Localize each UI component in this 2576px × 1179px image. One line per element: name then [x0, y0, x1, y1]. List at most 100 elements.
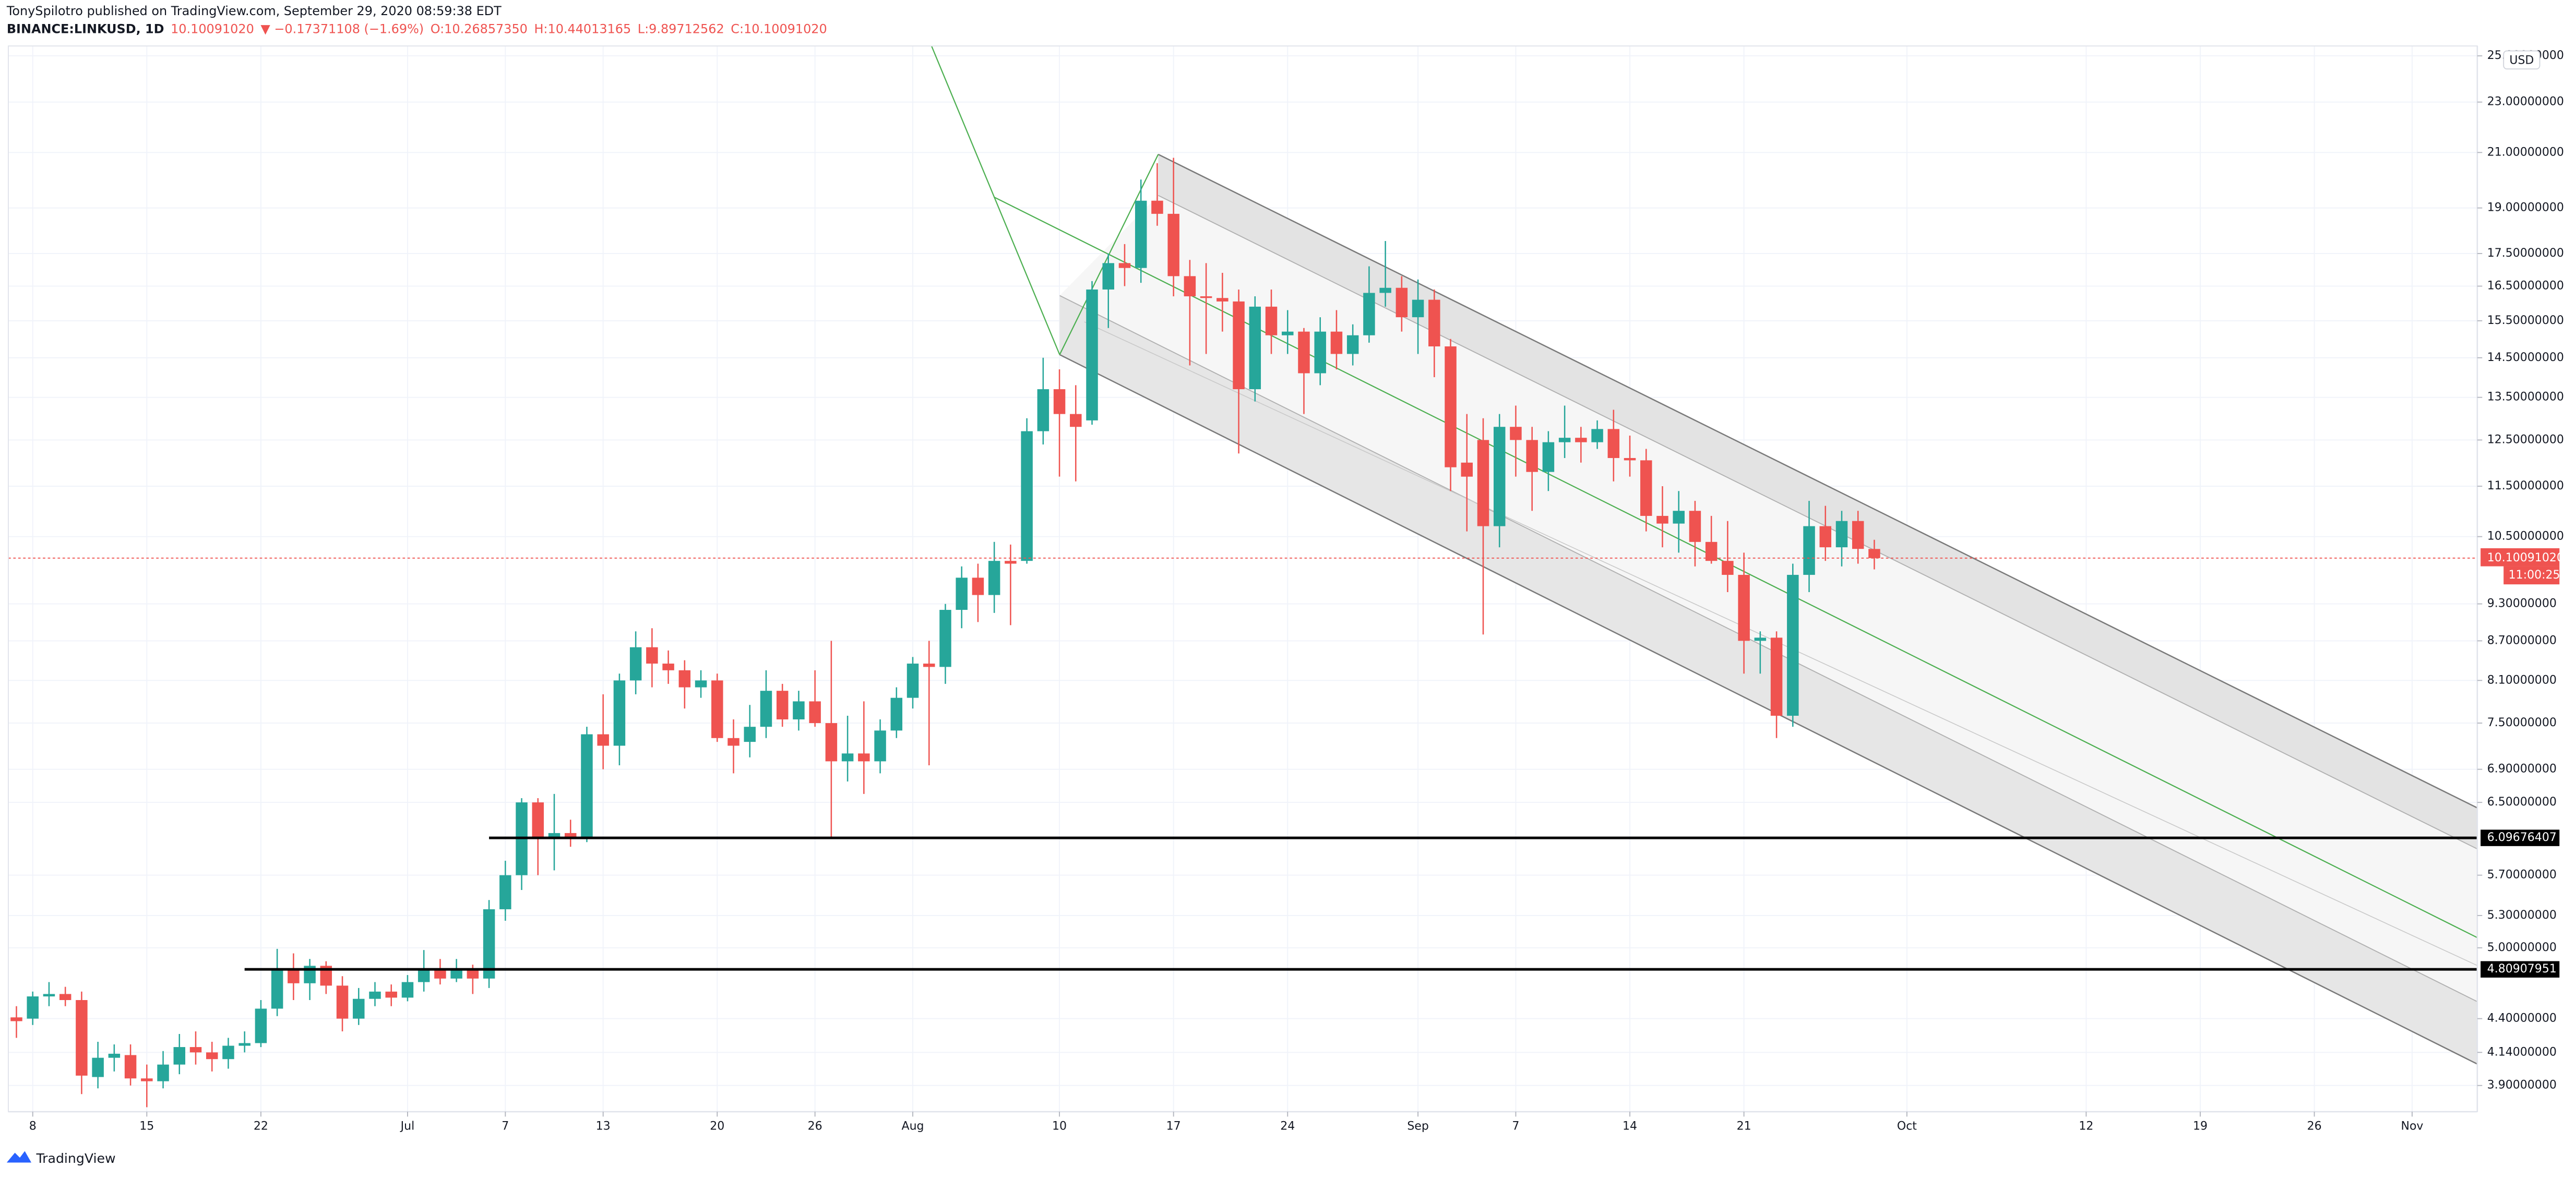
x-tick-label: 21 [1737, 1120, 1751, 1133]
y-tick-label: 3.90000000 [2487, 1079, 2557, 1092]
candle-body [92, 1057, 104, 1077]
candle-body [548, 833, 560, 838]
candle-body [711, 680, 723, 738]
candle-body [271, 969, 283, 1009]
horizontal-line-badge [2480, 961, 2560, 978]
candle-body [1396, 287, 1408, 318]
x-tick-label: 8 [29, 1120, 37, 1133]
candle-body [288, 969, 300, 983]
open: O:10.26857350 [431, 22, 528, 37]
currency-label: USD [2509, 54, 2534, 67]
y-tick-label: 4.14000000 [2487, 1045, 2557, 1058]
last-price: 10.10091020 [171, 22, 254, 37]
candle-body [972, 578, 984, 595]
overlay [8, 557, 2477, 971]
y-tick-label: 8.70000000 [2487, 634, 2557, 647]
symbol-line: BINANCE:LINKUSD, 1D 10.10091020 ▼ −0.17371… [7, 22, 827, 37]
y-tick-label: 5.30000000 [2487, 909, 2557, 922]
channel-inner-line [1158, 195, 2478, 850]
candle-body [1298, 331, 1310, 374]
candle-body [1445, 346, 1457, 467]
candle-body [1346, 335, 1359, 354]
candle-body [890, 697, 903, 731]
candle-body [1249, 306, 1261, 390]
y-tick-label: 4.40000000 [2487, 1012, 2557, 1025]
candle-body [1265, 306, 1278, 335]
candle-body [1558, 438, 1571, 442]
channel-bottom-line [1059, 354, 2478, 1065]
y-tick-label: 17.50000000 [2487, 247, 2564, 260]
candle-body [10, 1017, 22, 1021]
candle-body [1282, 331, 1294, 335]
currency-badge [2503, 50, 2541, 70]
candle-body [1624, 458, 1636, 461]
countdown-label: 11:00:25 [2509, 569, 2560, 582]
candle-body [1673, 511, 1685, 524]
candle-body [401, 982, 414, 998]
candle-body [581, 734, 593, 838]
x-tick-label: 12 [2079, 1120, 2093, 1133]
candle-body [1477, 440, 1489, 526]
candle-body [793, 701, 805, 720]
symbol: BINANCE:LINKUSD, 1D [7, 22, 164, 37]
candle-body [988, 561, 1000, 595]
y-tick-label: 6.50000000 [2487, 796, 2557, 809]
candle-body [59, 994, 71, 1000]
x-tick-label: 15 [139, 1120, 154, 1133]
candle-body [418, 969, 430, 982]
candle-body [1118, 263, 1131, 268]
x-tick-label: 7 [1512, 1120, 1519, 1133]
y-tick-label: 15.50000000 [2487, 314, 2564, 327]
candle-body [467, 969, 479, 979]
x-tick-label: 19 [2193, 1120, 2208, 1133]
candle-body [695, 680, 707, 688]
plot-border [8, 45, 2478, 1112]
y-tick-label: 23.00000000 [2487, 95, 2564, 109]
close: C:10.10091020 [731, 22, 827, 37]
x-tick-label: Jul [400, 1120, 415, 1133]
candle-body [1770, 637, 1783, 716]
pitchfork-handle [931, 45, 1060, 355]
candle-body [841, 753, 854, 762]
x-tick-label: 10 [1052, 1120, 1067, 1133]
candle-body [532, 802, 544, 838]
candle-body [1021, 431, 1033, 561]
y-tick-label: 16.50000000 [2487, 279, 2564, 292]
x-tick-label: 13 [596, 1120, 611, 1133]
candle-body [907, 664, 919, 698]
x-tick-label: Nov [2401, 1120, 2423, 1133]
candle-body [1200, 296, 1212, 298]
candle-body [1819, 526, 1832, 548]
y-tick-label: 12.50000000 [2487, 433, 2564, 446]
candle-body [27, 996, 39, 1019]
candle-body [678, 670, 691, 688]
candle-body [956, 578, 968, 610]
candle-body [744, 727, 756, 742]
y-tick-label: 7.50000000 [2487, 716, 2557, 729]
candle-body [1607, 429, 1620, 458]
x-tick-label: Sep [1407, 1120, 1429, 1133]
candle-body [434, 969, 446, 979]
candle-body [1037, 389, 1050, 431]
candle-body [336, 985, 349, 1019]
channel-lower-band [1059, 295, 2477, 1064]
x-tick-label: 22 [254, 1120, 268, 1133]
candle-body [1363, 293, 1375, 335]
countdown-badge [2503, 566, 2560, 585]
candle-body [369, 991, 381, 999]
candle-body [1526, 440, 1538, 472]
x-tick-label: 14 [1623, 1120, 1637, 1133]
candle-body [629, 647, 642, 681]
low: L:9.89712562 [638, 22, 724, 37]
x-tick-label: 26 [2307, 1120, 2322, 1133]
candle-body [1640, 460, 1652, 516]
candle-body [1591, 429, 1603, 442]
candle-body [108, 1053, 121, 1058]
candle-body [597, 734, 609, 746]
candle-body [1738, 574, 1750, 641]
y-tick-label: 6.90000000 [2487, 763, 2557, 776]
horizontal-line-badge [2480, 829, 2560, 846]
candle-body [728, 738, 740, 746]
candle-body [141, 1078, 153, 1081]
candle-body [1754, 637, 1767, 641]
